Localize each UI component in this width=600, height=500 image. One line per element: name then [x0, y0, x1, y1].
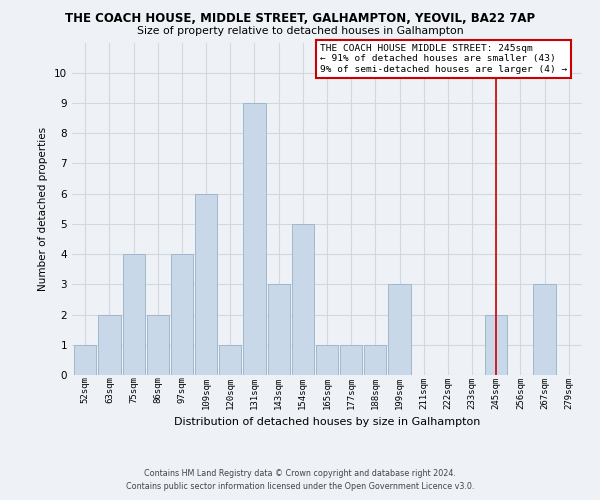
- Bar: [388, 284, 410, 375]
- Bar: [74, 345, 97, 375]
- Bar: [219, 345, 241, 375]
- Bar: [244, 103, 266, 375]
- Text: Size of property relative to detached houses in Galhampton: Size of property relative to detached ho…: [137, 26, 463, 36]
- Bar: [146, 314, 169, 375]
- Bar: [98, 314, 121, 375]
- X-axis label: Distribution of detached houses by size in Galhampton: Distribution of detached houses by size …: [174, 417, 480, 427]
- Bar: [195, 194, 217, 375]
- Y-axis label: Number of detached properties: Number of detached properties: [38, 126, 49, 291]
- Bar: [316, 345, 338, 375]
- Bar: [122, 254, 145, 375]
- Bar: [268, 284, 290, 375]
- Bar: [364, 345, 386, 375]
- Bar: [533, 284, 556, 375]
- Bar: [340, 345, 362, 375]
- Bar: [485, 314, 508, 375]
- Text: Contains HM Land Registry data © Crown copyright and database right 2024.
Contai: Contains HM Land Registry data © Crown c…: [126, 469, 474, 491]
- Text: THE COACH HOUSE MIDDLE STREET: 245sqm
← 91% of detached houses are smaller (43)
: THE COACH HOUSE MIDDLE STREET: 245sqm ← …: [320, 44, 567, 74]
- Bar: [292, 224, 314, 375]
- Text: THE COACH HOUSE, MIDDLE STREET, GALHAMPTON, YEOVIL, BA22 7AP: THE COACH HOUSE, MIDDLE STREET, GALHAMPT…: [65, 12, 535, 26]
- Bar: [171, 254, 193, 375]
